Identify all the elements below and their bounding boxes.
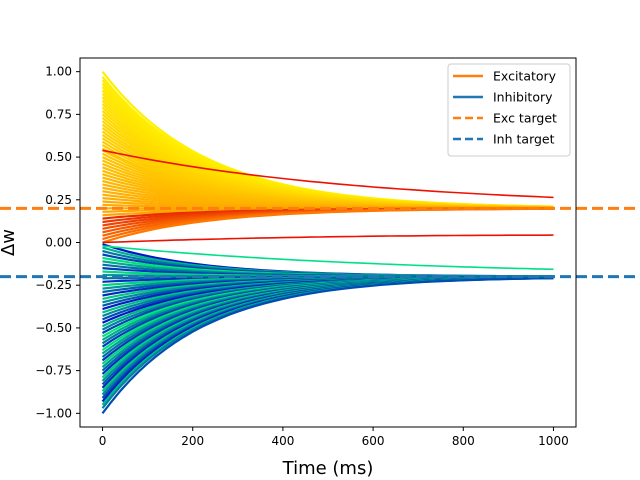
legend-label: Inh target	[493, 132, 555, 147]
x-tick-label: 400	[271, 434, 294, 448]
y-axis-label: Δw	[0, 229, 19, 256]
x-tick-label: 600	[362, 434, 385, 448]
target-lines	[0, 206, 640, 279]
y-tick-label: −0.50	[35, 321, 72, 335]
curve-excitatory	[102, 207, 554, 244]
x-tick-label: 1000	[538, 434, 569, 448]
y-tick-label: 1.00	[45, 65, 72, 79]
x-tick-label: 200	[181, 434, 204, 448]
legend-box	[447, 63, 571, 157]
y-tick-label: 0.75	[45, 107, 72, 121]
y-tick-label: −0.25	[35, 278, 72, 292]
legend-label: Exc target	[493, 111, 557, 126]
legend-label: Inhibitory	[493, 90, 553, 105]
inhibitory-curves	[101, 243, 554, 414]
legend-label: Excitatory	[493, 69, 557, 84]
y-tick-label: 0.50	[45, 150, 72, 164]
curve-inhibitory	[101, 277, 554, 414]
y-tick-label: 0.25	[45, 193, 72, 207]
x-axis-ticks: 0 200 400 600 800 1000	[99, 427, 569, 448]
curve-inhibitory	[102, 245, 554, 271]
curve-excitatory	[102, 234, 554, 244]
y-tick-label: 0.00	[45, 236, 72, 250]
x-axis-label: Time (ms)	[282, 458, 374, 479]
excitatory-curves	[101, 71, 554, 244]
y-axis-ticks: −1.00 −0.75 −0.50 −0.25 0.00 0.25 0.50 0.75 1.00	[35, 65, 80, 420]
curve-excitatory	[102, 149, 554, 199]
legend: Excitatory Inhibitory Exc target Inh target	[447, 63, 571, 157]
x-tick-label: 800	[452, 434, 475, 448]
y-tick-label: −0.75	[35, 364, 72, 378]
x-tick-label: 0	[99, 434, 107, 448]
y-tick-label: −1.00	[35, 406, 72, 420]
